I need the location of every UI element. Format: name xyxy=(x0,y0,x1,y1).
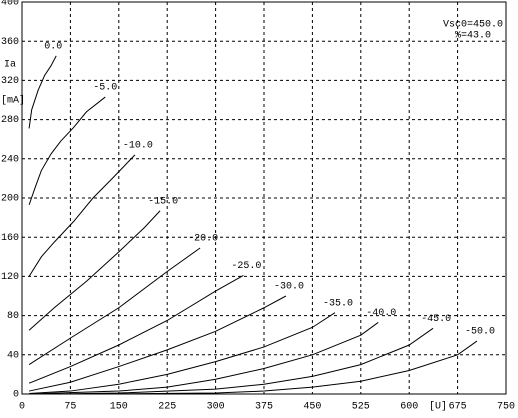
curve-label: -20.0 xyxy=(188,234,218,245)
y-tick-label: 0 xyxy=(13,390,19,401)
x-tick-label: 525 xyxy=(352,402,370,413)
x-tick-label: 150 xyxy=(110,402,128,413)
curve-label: 0.0 xyxy=(44,42,62,53)
x-tick-label: 750 xyxy=(497,402,515,413)
curve-label: -35.0 xyxy=(323,298,353,309)
x-tick-label: 375 xyxy=(255,402,273,413)
x-tick-label: 675 xyxy=(449,402,467,413)
y-tick-label: 360 xyxy=(1,37,19,48)
curve xyxy=(28,274,244,384)
curve xyxy=(28,210,161,331)
y-tick-label: 120 xyxy=(1,272,19,283)
y-tick-label: 240 xyxy=(1,154,19,165)
y-tick-label: 200 xyxy=(1,194,19,205)
curve xyxy=(54,327,434,395)
curve xyxy=(29,312,336,395)
curve xyxy=(28,295,287,392)
curve-label: -25.0 xyxy=(231,261,261,272)
y-tick-label: 160 xyxy=(1,233,19,244)
x-tick-label: 0 xyxy=(19,402,25,413)
x-tick-label: 450 xyxy=(303,402,321,413)
curve xyxy=(28,247,201,366)
curve xyxy=(29,322,379,395)
y-tick-label: 80 xyxy=(7,311,19,322)
x-tick-label: 75 xyxy=(64,402,76,413)
y-tick-label: 320 xyxy=(1,76,19,87)
curve-label: -5.0 xyxy=(93,83,117,94)
curve-label: -15.0 xyxy=(148,196,178,207)
curve-label: -40.0 xyxy=(366,308,396,319)
curve-label: -30.0 xyxy=(274,282,304,293)
annotation: Vsc0=450.0 xyxy=(443,20,503,31)
curve xyxy=(28,96,106,206)
curve xyxy=(28,55,57,129)
y-tick-label: 280 xyxy=(1,115,19,126)
x-tick-label: 300 xyxy=(207,402,225,413)
curve-label: -45.0 xyxy=(421,314,451,325)
x-axis-unit: [U] xyxy=(429,401,447,413)
curve xyxy=(86,340,478,395)
y-axis-label: Ia xyxy=(4,60,16,71)
x-tick-label: 600 xyxy=(400,402,418,413)
annotation: %=43.0 xyxy=(455,31,491,42)
y-tick-label: 400 xyxy=(1,0,19,9)
y-axis-unit: [mA] xyxy=(1,95,25,107)
y-tick-label: 40 xyxy=(7,350,19,361)
curve-label: -50.0 xyxy=(465,327,495,338)
curve-label: -10.0 xyxy=(123,141,153,152)
curve xyxy=(28,154,136,277)
x-tick-label: 225 xyxy=(158,402,176,413)
